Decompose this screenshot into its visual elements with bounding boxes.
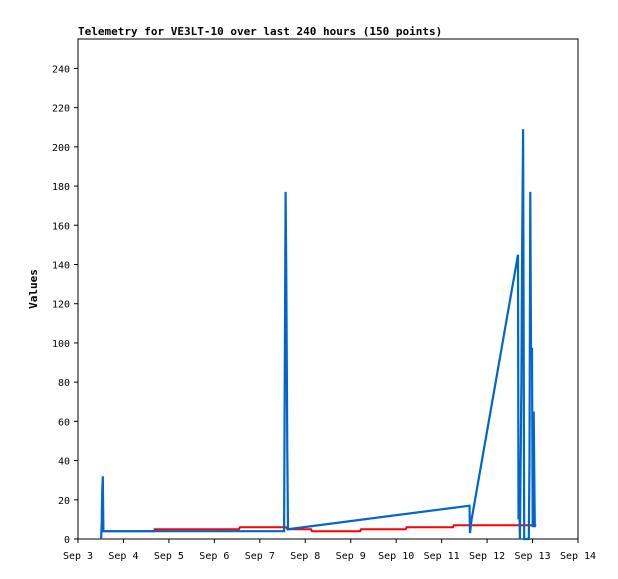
- x-tick-label: Sep 7: [245, 551, 275, 562]
- x-tick-label: Sep 14: [560, 551, 596, 562]
- x-tick-label: Sep 5: [154, 551, 184, 562]
- y-tick-label: 40: [58, 457, 70, 468]
- y-tick-label: 220: [52, 104, 70, 115]
- y-tick-label: 80: [58, 378, 70, 389]
- x-tick-label: Sep 12: [469, 551, 505, 562]
- y-tick-label: 0: [64, 535, 70, 546]
- y-axis: 0 20 40 60 80 100 120 140 160 180 200 220 240: [52, 64, 78, 546]
- y-tick-label: 120: [52, 300, 70, 311]
- y-tick-label: 160: [52, 221, 70, 232]
- x-tick-label: Sep 8: [290, 551, 320, 562]
- plot-frame: [77, 38, 579, 540]
- series-line-2: [100, 129, 536, 541]
- y-tick-label: 180: [52, 182, 70, 193]
- x-tick-label: Sep 10: [378, 551, 414, 562]
- x-tick-label: Sep 4: [108, 551, 138, 562]
- y-tick-label: 100: [52, 339, 70, 350]
- y-tick-label: 20: [58, 496, 70, 507]
- x-tick-label: Sep 9: [336, 551, 366, 562]
- x-tick-label: Sep 13: [514, 551, 550, 562]
- x-tick-label: Sep 3: [63, 551, 93, 562]
- y-tick-label: 140: [52, 260, 70, 271]
- x-axis: Sep 3 Sep 4 Sep 5 Sep 6 Sep 7 Sep 8 Sep 9 Sep 1…: [63, 539, 596, 562]
- y-axis-label: Values: [27, 269, 40, 309]
- x-tick-label: Sep 11: [424, 551, 460, 562]
- x-tick-label: Sep 6: [199, 551, 229, 562]
- y-tick-label: 200: [52, 143, 70, 154]
- y-tick-label: 60: [58, 417, 70, 428]
- series-layer: [100, 129, 537, 541]
- chart-title: Telemetry for VE3LT-10 over last 240 hou…: [78, 25, 442, 38]
- y-tick-label: 240: [52, 64, 70, 75]
- series-line-1: [102, 524, 537, 533]
